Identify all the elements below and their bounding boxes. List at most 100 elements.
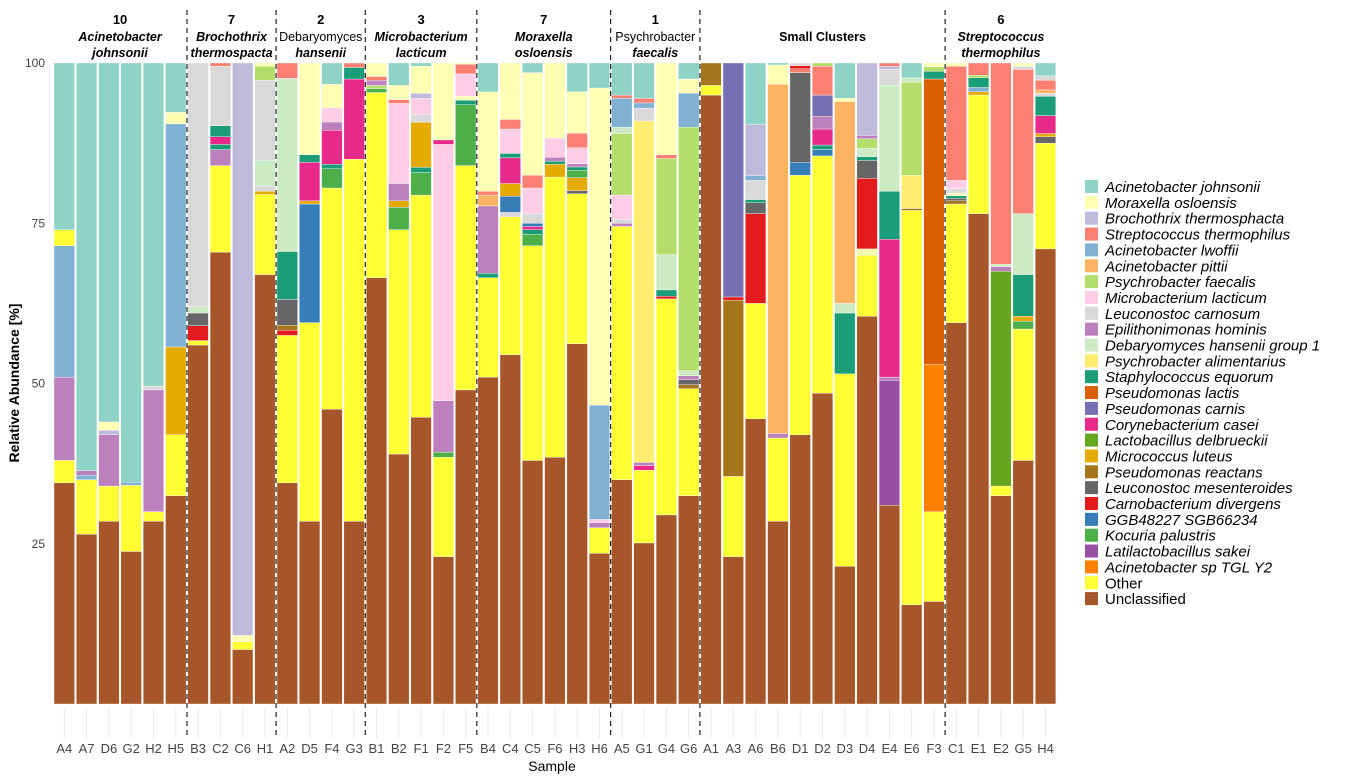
bar-segment-H3-micrococcus-luteus xyxy=(566,177,588,191)
bar-segment-A3-other xyxy=(722,476,744,557)
bar-segment-B4-unclassified xyxy=(477,376,499,705)
bar-segment-A5-psychrobacter-faecalis xyxy=(611,133,633,196)
bar-segment-F6-staphylococcus-equorum xyxy=(544,160,566,165)
y-tick-label-100: 100 xyxy=(25,56,45,70)
bar-C5 xyxy=(522,62,544,705)
bar-segment-C2-streptococcus-thermophilus xyxy=(209,62,231,67)
bar-segment-H2-other xyxy=(143,511,164,522)
bar-segment-F5-streptococcus-thermophilus xyxy=(455,64,477,75)
bar-segment-H2-leuconostoc-carnosum xyxy=(143,385,164,391)
bar-segment-H4-streptococcus-thermophilus xyxy=(1035,80,1056,91)
bar-segment-F6-unclassified xyxy=(544,457,566,705)
bar-D1 xyxy=(789,62,811,705)
bar-segment-G1-epilithonimonas-hominis xyxy=(633,462,655,466)
bar-segment-C1-moraxella-osloensis xyxy=(945,62,967,67)
bar-segment-A6-other xyxy=(745,303,767,419)
bar-segment-E2-debaryomyces-hansenii-group-1 xyxy=(990,264,1012,268)
bar-H2 xyxy=(143,62,164,705)
cluster-count-0: 10 xyxy=(113,12,127,27)
bar-segment-G6-leuconostoc-mesenteroides xyxy=(678,379,700,385)
legend-item-corynebacterium-casei: Corynebacterium casei xyxy=(1085,417,1259,434)
bar-segment-G3-unclassified xyxy=(343,521,365,705)
bar-segment-A2-staphylococcus-equorum xyxy=(276,251,298,300)
bar-segment-H3-other xyxy=(566,193,588,344)
x-tick-label-B3: B3 xyxy=(190,741,206,756)
cluster-name-line1-5: Psychrobacter xyxy=(615,30,695,44)
bar-segment-A6-leuconostoc-mesenteroides xyxy=(745,202,767,214)
bar-segment-E2-epilithonimonas-hominis xyxy=(990,266,1012,272)
legend-swatch xyxy=(1085,481,1098,495)
bar-E6 xyxy=(901,62,923,705)
bar-segment-E1-other xyxy=(968,94,990,214)
bar-segment-H5-moraxella-osloensis xyxy=(165,112,187,125)
x-tick-label-C4: C4 xyxy=(502,741,519,756)
bar-segment-C1-pseudomonas-reactans xyxy=(945,200,967,205)
bar-segment-F2-epilithonimonas-hominis xyxy=(432,400,454,453)
x-tick-label-G2: G2 xyxy=(123,741,140,756)
bar-segment-F4-epilithonimonas-hominis xyxy=(321,121,343,131)
bar-segment-F4-kocuria-palustris xyxy=(321,168,343,189)
legend-swatch xyxy=(1085,275,1098,289)
legend-swatch xyxy=(1085,560,1098,574)
legend-label: Moraxella osloensis xyxy=(1105,195,1237,212)
bar-segment-H6-unclassified xyxy=(589,553,610,705)
x-tick-label-F4: F4 xyxy=(324,741,339,756)
bar-segment-F4-acinetobacter-johnsonii xyxy=(321,62,343,85)
bar-segment-B4-other xyxy=(477,277,499,378)
bar-B6 xyxy=(767,62,789,705)
bar-segment-H5-other xyxy=(165,434,187,496)
bar-segment-C1-streptococcus-thermophilus xyxy=(945,66,967,181)
bar-segment-D5-unclassified xyxy=(299,521,321,705)
x-tick-label-F6: F6 xyxy=(547,741,562,756)
bar-H6 xyxy=(589,62,610,705)
bar-segment-F1-brochothrix-thermosphacta xyxy=(410,93,432,99)
x-tick-label-H5: H5 xyxy=(167,741,184,756)
bar-segment-E4-streptococcus-thermophilus xyxy=(878,62,900,67)
bar-segment-H2-unclassified xyxy=(143,521,164,705)
bar-segment-A5-acinetobacter-lwoffii xyxy=(611,98,633,128)
bar-segment-H4-acinetobacter-pittii xyxy=(1035,89,1056,94)
bar-C2 xyxy=(209,62,231,705)
bar-segment-G4-staphylococcus-equorum xyxy=(655,289,677,297)
bar-E4 xyxy=(878,62,900,705)
x-tick-label-H6: H6 xyxy=(591,741,608,756)
bar-segment-C1-leuconostoc-mesenteroides xyxy=(945,198,967,201)
x-tick-label-B6: B6 xyxy=(770,741,786,756)
bar-segment-H3-microbacterium-lacticum xyxy=(566,147,588,164)
bar-segment-C4-streptococcus-thermophilus xyxy=(499,119,521,130)
bar-segment-D2-corynebacterium-casei xyxy=(812,128,833,146)
legend-item-lactobacillus-delbrueckii: Lactobacillus delbrueckii xyxy=(1085,433,1268,450)
bar-segment-D3-debaryomyces-hansenii-group-1 xyxy=(834,303,856,314)
bar-segment-B6-unclassified xyxy=(767,521,789,705)
x-tick-label-C1: C1 xyxy=(948,741,965,756)
bar-segment-H1-leuconostoc-carnosum xyxy=(254,80,276,161)
bar-segment-G3-streptococcus-thermophilus xyxy=(343,62,365,68)
bar-segment-G3-staphylococcus-equorum xyxy=(343,67,365,80)
legend-label: Microbacterium lacticum xyxy=(1105,290,1267,307)
bar-segment-H6-acinetobacter-johnsonii xyxy=(589,62,610,89)
bar-segment-E6-acinetobacter-johnsonii xyxy=(901,62,923,78)
bar-segment-B2-kocuria-palustris xyxy=(388,207,410,230)
legend-label: Unclassified xyxy=(1105,591,1186,608)
cluster-headers: 10 Acinetobacter johnsonii 7 Brochothrix ther… xyxy=(77,12,1044,60)
bar-G4 xyxy=(655,62,677,705)
legend-label: Leuconostoc mesenteroides xyxy=(1105,480,1293,497)
legend-item-leuconostoc-carnosum: Leuconostoc carnosum xyxy=(1085,306,1260,323)
legend-label: Latilactobacillus sakei xyxy=(1105,544,1251,561)
bar-segment-C1-other xyxy=(945,203,967,323)
legend-item-psychrobacter-alimentarius: Psychrobacter alimentarius xyxy=(1085,353,1286,370)
bar-segment-B6-acinetobacter-johnsonii xyxy=(767,62,789,66)
cluster-name-line1-0: Acinetobacter xyxy=(77,30,162,44)
legend-swatch xyxy=(1085,243,1098,257)
legend-swatch xyxy=(1085,195,1098,209)
bar-segment-G6-acinetobacter-lwoffii xyxy=(678,92,700,128)
bar-segment-A6-acinetobacter-johnsonii xyxy=(745,62,767,125)
bar-segment-F5-microbacterium-lacticum xyxy=(455,73,477,97)
bar-segment-B2-epilithonimonas-hominis xyxy=(388,183,410,201)
bar-B1 xyxy=(366,62,387,705)
bar-segment-D1-leuconostoc-mesenteroides xyxy=(789,72,811,163)
bar-segment-A2-leuconostoc-mesenteroides xyxy=(276,299,298,326)
bar-segment-B2-micrococcus-luteus xyxy=(388,200,410,208)
bar-segment-A7-acinetobacter-lwoffii xyxy=(76,474,98,480)
bar-segment-E4-staphylococcus-equorum xyxy=(878,191,900,240)
